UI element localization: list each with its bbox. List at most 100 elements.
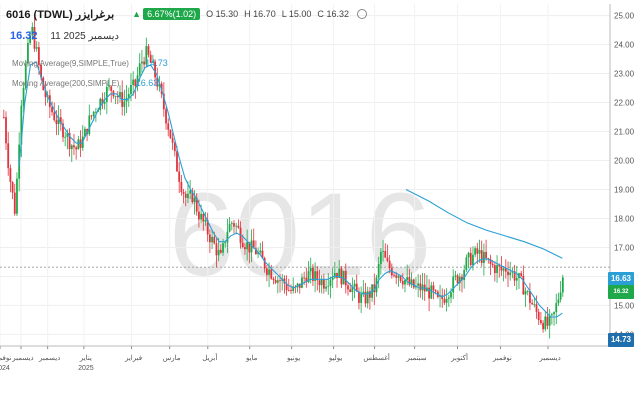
- candle-body: [228, 224, 231, 232]
- candle-body: [410, 279, 413, 285]
- candle-body: [134, 79, 137, 87]
- ma200-line: [405, 189, 563, 259]
- candle-body: [472, 254, 474, 266]
- candle-body: [463, 270, 466, 281]
- candle-body: [193, 197, 196, 203]
- ma200-legend[interactable]: Moving Average(200,SIMPLE) 16.63: [12, 78, 158, 88]
- candle-body: [340, 268, 343, 285]
- candle-body: [509, 272, 512, 276]
- candle-body: [276, 280, 279, 283]
- candle-body: [156, 77, 159, 87]
- candle-body: [272, 278, 275, 281]
- candle-body: [458, 276, 461, 284]
- candle-body: [379, 251, 382, 265]
- candle-body: [445, 298, 448, 303]
- candle-body: [219, 249, 222, 253]
- candle-body: [64, 136, 67, 138]
- candle-body: [151, 61, 154, 63]
- candle-body: [544, 316, 547, 330]
- candle-body: [138, 63, 141, 76]
- candle-body: [261, 250, 264, 259]
- date-label: 11 2025 ديسمبر: [50, 31, 119, 42]
- candle-body: [213, 236, 216, 244]
- gear-icon[interactable]: [356, 9, 367, 19]
- candle-body: [412, 279, 415, 288]
- candle-body: [559, 292, 562, 300]
- x-tick-sublabel: 2024: [0, 365, 10, 372]
- candle-body: [68, 132, 71, 150]
- candle-body: [154, 61, 156, 78]
- candle-body: [274, 280, 277, 283]
- candle-body: [493, 265, 496, 274]
- candle-body: [327, 285, 330, 287]
- y-tick-label: 19.00: [614, 185, 635, 194]
- candle-body: [94, 111, 97, 113]
- candle-body: [318, 280, 321, 286]
- close-value: C 16.32: [317, 9, 349, 19]
- candle-body: [92, 111, 95, 117]
- candle-body: [307, 271, 310, 283]
- candle-body: [539, 320, 542, 324]
- candle-body: [537, 311, 540, 321]
- candle-body: [182, 192, 185, 194]
- candle-body: [555, 303, 558, 313]
- candle-body: [226, 231, 229, 243]
- ma9-line: [18, 61, 563, 318]
- candle-body: [314, 271, 317, 281]
- candle-body: [11, 182, 14, 193]
- ma9-price-tag: 14.73: [608, 333, 634, 347]
- candle-body: [204, 220, 207, 222]
- candle-body: [29, 35, 32, 44]
- x-tick-label: ديسمبر: [38, 355, 60, 362]
- candle-body: [268, 269, 270, 275]
- ma9-legend[interactable]: Moving Average(9,SIMPLE,True) 14.73: [12, 58, 168, 68]
- candle-body: [522, 275, 525, 295]
- candle-body: [469, 252, 472, 266]
- y-tick-label: 18.00: [614, 214, 635, 223]
- candle-body: [465, 257, 468, 271]
- x-tick-label: أكتوبر: [450, 352, 468, 362]
- candle-body: [9, 168, 12, 183]
- candle-body: [101, 98, 104, 104]
- candle-body: [127, 94, 130, 98]
- candle-body: [233, 223, 235, 227]
- candle-body: [309, 268, 312, 272]
- current-price: 16.32: [10, 30, 38, 42]
- candle-body: [59, 117, 62, 124]
- candle-body: [358, 291, 360, 303]
- candle-body: [147, 46, 150, 55]
- x-tick-label: ديسمبر: [538, 355, 560, 362]
- candle-body: [557, 299, 560, 304]
- candle-body: [263, 258, 266, 269]
- candle-body: [208, 234, 211, 243]
- candle-body: [40, 64, 42, 78]
- candle-body: [217, 249, 220, 256]
- symbol-title[interactable]: 6016 (TDWL) برغرايزر: [6, 8, 115, 21]
- candle-body: [2, 117, 5, 118]
- candle-body: [53, 112, 56, 121]
- candle-body: [130, 85, 132, 95]
- y-tick-label: 17.00: [614, 243, 635, 252]
- candle-body: [145, 46, 148, 65]
- candle-body: [333, 272, 336, 278]
- candle-body: [255, 248, 257, 255]
- candle-body: [215, 243, 218, 256]
- x-tick-label: أغسطس: [363, 352, 390, 362]
- candle-body: [320, 279, 323, 286]
- candle-body: [211, 236, 213, 243]
- candle-body: [198, 211, 200, 220]
- candle-body: [461, 276, 463, 281]
- y-tick-label: 22.00: [614, 99, 635, 108]
- ma9-label: Moving Average(9,SIMPLE,True): [12, 59, 129, 68]
- candle-body: [99, 98, 102, 110]
- y-tick-label: 25.00: [614, 12, 635, 21]
- candle-body: [496, 265, 498, 274]
- candle-body: [51, 107, 53, 113]
- candle-body: [265, 268, 268, 275]
- candle-body: [250, 240, 253, 253]
- candle-body: [27, 43, 29, 64]
- candle-body: [443, 299, 446, 303]
- candle-body: [73, 145, 75, 148]
- candle-body: [169, 129, 172, 139]
